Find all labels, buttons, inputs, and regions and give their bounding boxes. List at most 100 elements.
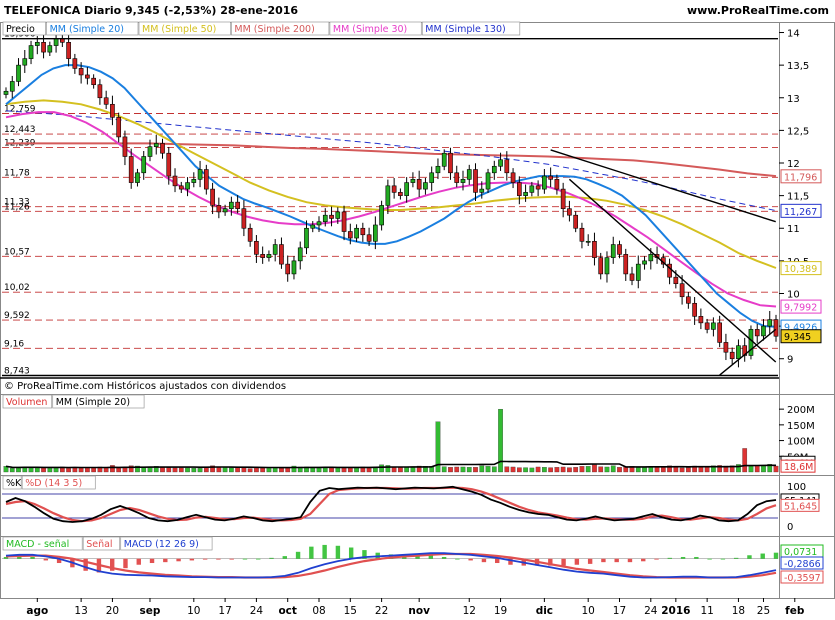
candle — [579, 227, 585, 242]
legend-entry: Precio — [6, 24, 35, 35]
value-tag — [780, 299, 822, 314]
candle — [335, 211, 341, 219]
legend-box — [421, 21, 521, 36]
legend-box — [2, 536, 83, 551]
candle — [241, 208, 247, 229]
volume-bar — [16, 467, 21, 473]
candle — [604, 257, 610, 275]
ytick-label: 11,5 — [787, 192, 809, 203]
macd-histogram-bar — [176, 558, 181, 562]
level-label: 11,78 — [4, 168, 30, 178]
candle — [617, 244, 622, 255]
candle — [203, 169, 209, 190]
legend-box — [46, 21, 139, 36]
candle — [592, 240, 597, 258]
legend-box — [21, 475, 96, 490]
candle — [510, 172, 516, 183]
xtick-label: 10 — [582, 605, 595, 617]
macd-histogram-bar — [309, 546, 314, 559]
volume-bar — [116, 467, 122, 473]
value-tag-label: 9,345 — [784, 332, 811, 343]
candle — [736, 345, 741, 360]
candle — [711, 322, 716, 330]
candle — [585, 240, 591, 243]
candle — [567, 208, 572, 216]
candle — [454, 172, 460, 183]
macd-histogram-bar — [455, 558, 460, 560]
candle — [160, 143, 165, 154]
volume-bar — [610, 465, 616, 473]
volume-bar — [592, 464, 597, 473]
legend-box — [2, 21, 46, 36]
legend-box — [2, 475, 22, 490]
candle — [341, 211, 347, 232]
macd-histogram-bar — [508, 558, 513, 565]
candle — [210, 188, 215, 206]
xtick-label: sep — [140, 605, 161, 617]
signal-line — [5, 552, 777, 579]
macd-histogram-bar — [269, 557, 274, 559]
candle — [322, 214, 328, 223]
ytick-label: 11 — [787, 224, 800, 235]
xtick-label: 13 — [74, 605, 87, 617]
candle — [279, 244, 284, 265]
volume-bar — [773, 465, 779, 473]
volume-bar — [210, 465, 215, 473]
candle — [761, 325, 766, 337]
macd-histogram-bar — [83, 558, 88, 571]
volume-bar — [498, 408, 503, 473]
volume-bar — [510, 466, 516, 473]
volume-bar — [460, 466, 466, 473]
macd-histogram-bar — [627, 558, 633, 563]
candle — [598, 257, 604, 275]
macd-histogram-bar — [654, 558, 659, 560]
candle — [410, 179, 416, 183]
value-tag-label: 11,796 — [784, 172, 817, 183]
macd-line — [5, 552, 777, 579]
price-panel: 13,90612,75912,44312,23911,7811,3311,261… — [0, 21, 822, 392]
sma50-line — [5, 99, 777, 269]
candle — [473, 169, 478, 193]
candle — [347, 231, 353, 239]
candle — [166, 152, 172, 177]
volume-bar — [347, 467, 353, 473]
candle — [72, 58, 78, 69]
candle — [573, 214, 579, 229]
macd-histogram-bar — [415, 555, 420, 559]
macd-histogram-bar — [707, 558, 712, 560]
xtick-label: 12 — [463, 605, 476, 617]
macd-histogram-bar — [667, 557, 672, 559]
macd-histogram-bar — [256, 558, 261, 560]
ytick-label: 100M — [787, 437, 815, 448]
value-tag — [780, 570, 824, 584]
macd-histogram-bar — [760, 553, 765, 559]
xtick-label: 24 — [644, 605, 658, 617]
volume-bar — [548, 467, 553, 473]
volume-bar — [698, 467, 704, 473]
volume-bar — [291, 465, 297, 473]
stochastic-panel: 10050065,14151,645%K%D (14 3 5) — [2, 475, 820, 533]
legend-box — [2, 394, 53, 409]
macd-histogram-bar — [587, 558, 593, 564]
volume-bar — [479, 465, 485, 473]
macd-histogram-bar — [601, 558, 606, 563]
candle — [773, 319, 779, 337]
sma200-line — [6, 142, 777, 178]
volume-bar — [554, 467, 560, 473]
xtick-label: nov — [408, 605, 430, 617]
candle — [16, 64, 21, 82]
volume-bar — [542, 467, 547, 473]
macd-histogram-bar — [720, 558, 726, 560]
xtick-label: 17 — [613, 605, 626, 617]
macd-histogram-bar — [362, 550, 367, 559]
value-tag — [780, 498, 820, 512]
candle — [285, 263, 291, 275]
candle — [373, 224, 378, 242]
macd-histogram-bar — [441, 556, 447, 559]
candle — [47, 45, 53, 53]
volume-bar — [686, 467, 691, 473]
legend-entry: MM (Simple 200) — [234, 24, 314, 35]
candle — [692, 302, 697, 317]
macd-histogram-bar — [216, 558, 221, 560]
